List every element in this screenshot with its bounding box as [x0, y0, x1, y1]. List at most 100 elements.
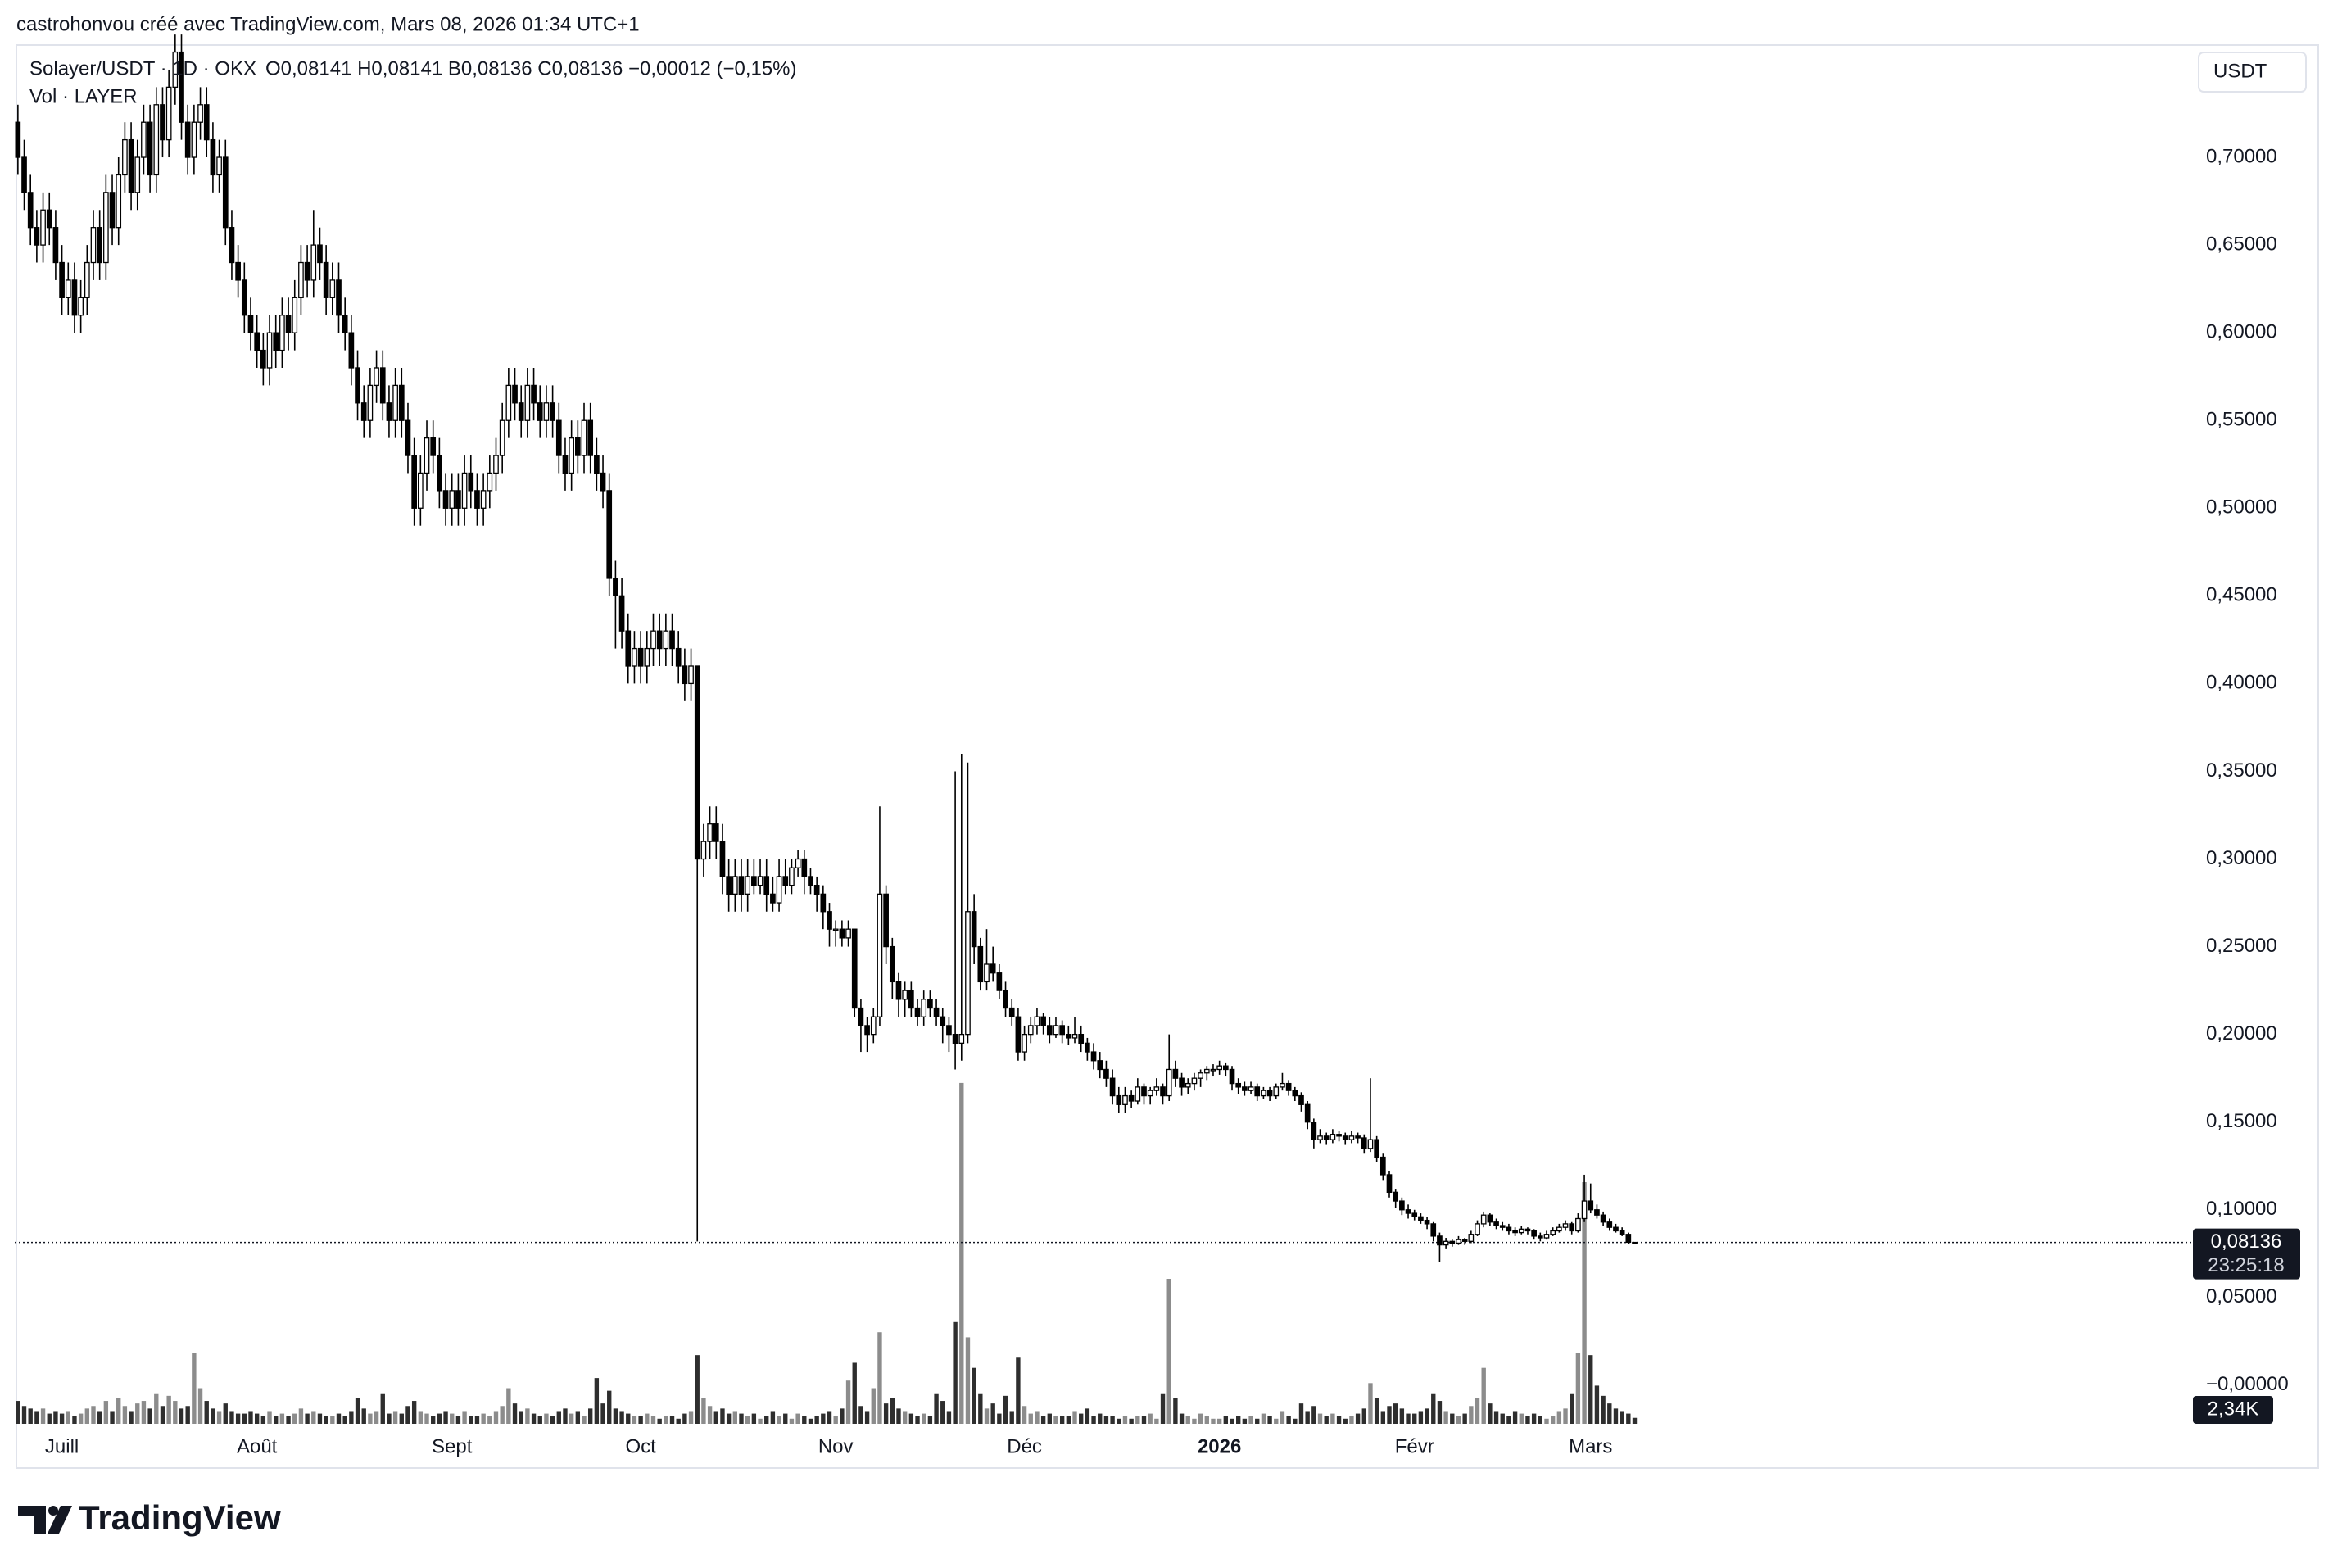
- volume-bar: [758, 1418, 763, 1424]
- volume-bar: [827, 1411, 832, 1424]
- candle-body: [499, 419, 505, 456]
- volume-bar: [550, 1416, 555, 1424]
- candle-body: [789, 867, 795, 886]
- volume-bar: [531, 1413, 537, 1424]
- volume-bar: [1148, 1413, 1153, 1424]
- candle-body: [247, 315, 254, 333]
- volume-bar: [97, 1411, 102, 1424]
- volume-bar: [1601, 1395, 1606, 1424]
- volume-bar: [726, 1413, 732, 1424]
- volume-bar: [103, 1401, 109, 1424]
- candle-body: [1619, 1230, 1625, 1235]
- volume-bar: [1425, 1408, 1429, 1424]
- volume-bar: [336, 1413, 342, 1424]
- candle-body: [827, 911, 832, 930]
- volume-bar: [783, 1413, 788, 1424]
- volume-bar: [1173, 1398, 1178, 1424]
- candle-body: [1361, 1137, 1367, 1149]
- candle-body: [908, 990, 914, 1009]
- candle-body: [644, 647, 650, 667]
- candle-body: [342, 315, 348, 333]
- volume-bar: [1481, 1367, 1486, 1424]
- brand-logo: [18, 1506, 72, 1534]
- volume-bar: [16, 1401, 20, 1424]
- candle-body: [1141, 1086, 1147, 1097]
- last-volume-box: [2193, 1396, 2273, 1424]
- volume-bar: [311, 1411, 316, 1424]
- volume-bar: [1336, 1416, 1342, 1424]
- volume-bar: [946, 1411, 952, 1424]
- volume-bar: [235, 1413, 241, 1424]
- candle-body: [996, 972, 1003, 991]
- volume-bar: [129, 1411, 134, 1424]
- volume-bar: [1230, 1418, 1234, 1424]
- currency[interactable]: USDT: [2213, 60, 2267, 82]
- candle-body: [940, 1016, 946, 1026]
- volume-bar: [883, 1403, 889, 1424]
- volume-bar: [1462, 1413, 1467, 1424]
- volume-bar: [902, 1411, 908, 1424]
- candle-body: [600, 472, 606, 492]
- candle-body: [229, 227, 235, 264]
- candle-body: [1053, 1025, 1059, 1036]
- volume-bar: [864, 1411, 870, 1424]
- candle-body: [1185, 1082, 1191, 1088]
- candle-body: [442, 490, 449, 509]
- volume-bar: [808, 1418, 813, 1424]
- candle-body: [449, 490, 455, 509]
- volume-bar: [1022, 1406, 1027, 1424]
- candle-body: [122, 138, 128, 176]
- volume-bar: [254, 1413, 260, 1424]
- volume-bar: [1079, 1413, 1084, 1424]
- volume-bar: [1242, 1418, 1248, 1424]
- volume-bar: [1179, 1413, 1185, 1424]
- volume-bar: [40, 1408, 46, 1424]
- volume-bar: [1437, 1401, 1443, 1424]
- volume-bar: [840, 1408, 845, 1424]
- candle-body: [675, 647, 682, 667]
- volume-bar: [1355, 1413, 1361, 1424]
- volume-bar: [474, 1416, 480, 1424]
- candle-body: [1254, 1086, 1261, 1097]
- candle-body: [845, 928, 851, 939]
- x-tick-label: Sept: [432, 1435, 473, 1457]
- volume-bar: [569, 1413, 574, 1424]
- candle-body: [184, 121, 191, 158]
- volume-bar: [418, 1411, 424, 1424]
- candle-body: [128, 138, 134, 193]
- candle-body: [71, 279, 78, 316]
- volume-bar: [953, 1321, 958, 1424]
- candle-body: [1487, 1214, 1493, 1223]
- volume-bar: [160, 1406, 165, 1424]
- volume-bar: [223, 1403, 228, 1424]
- volume-bar: [1556, 1411, 1562, 1424]
- candle-body: [770, 893, 776, 904]
- candle-body: [191, 121, 197, 158]
- y-tick-label: 0,65000: [2206, 233, 2277, 255]
- candle-body: [27, 192, 34, 229]
- volume-bar: [519, 1411, 523, 1424]
- candle-body: [46, 209, 52, 229]
- candle-body: [392, 384, 398, 421]
- candle-body: [537, 402, 543, 421]
- y-tick-label: 0,15000: [2206, 1110, 2277, 1132]
- volume-bar: [720, 1408, 725, 1424]
- candle-body: [776, 876, 782, 904]
- candle-body: [782, 876, 789, 886]
- volume-bar: [248, 1411, 253, 1424]
- volume-bar: [305, 1413, 310, 1424]
- volume-bar: [47, 1413, 52, 1424]
- volume-bar: [78, 1413, 84, 1424]
- candle-body: [1071, 1033, 1078, 1039]
- candle-body: [1524, 1228, 1531, 1232]
- candle-body: [1430, 1223, 1437, 1237]
- candle-body: [1562, 1223, 1569, 1228]
- currency-button[interactable]: [2198, 52, 2307, 93]
- candle-body: [562, 455, 569, 474]
- volume-bar: [1519, 1413, 1524, 1424]
- candle-body: [1109, 1077, 1116, 1097]
- volume-bar: [1091, 1416, 1096, 1424]
- candle-body: [78, 297, 84, 316]
- volume-bar: [91, 1406, 96, 1424]
- volume-bar: [274, 1416, 279, 1424]
